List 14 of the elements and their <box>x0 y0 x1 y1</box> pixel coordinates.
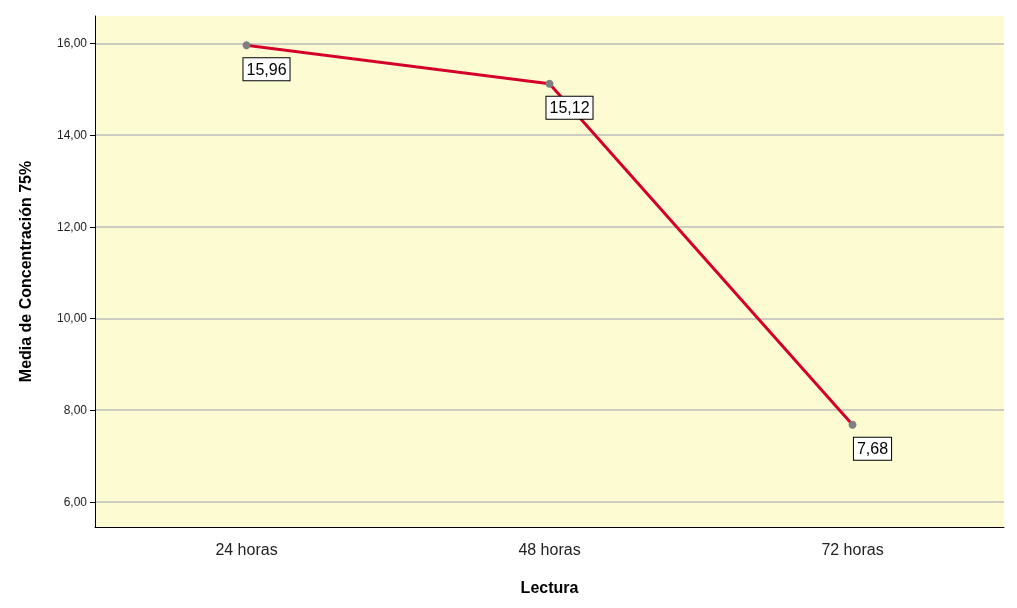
data-label: 7,68 <box>856 440 889 458</box>
y-tick-label: 6,00 <box>63 494 88 509</box>
y-tick-label: 8,00 <box>63 403 88 418</box>
data-label: 15,12 <box>549 99 590 117</box>
x-tick-label: 24 horas <box>215 540 278 558</box>
y-tick-label: 14,00 <box>56 128 88 143</box>
data-label: 15,96 <box>246 60 287 78</box>
x-tick-label: 72 horas <box>821 540 884 558</box>
x-tick-label: 48 horas <box>518 540 581 558</box>
y-axis-title: Media de Concentración 75% <box>16 160 34 383</box>
y-tick-label: 12,00 <box>56 219 88 234</box>
y-tick-label: 16,00 <box>56 36 88 51</box>
x-axis-title: Lectura <box>520 578 579 596</box>
y-tick-label: 10,00 <box>56 311 88 326</box>
